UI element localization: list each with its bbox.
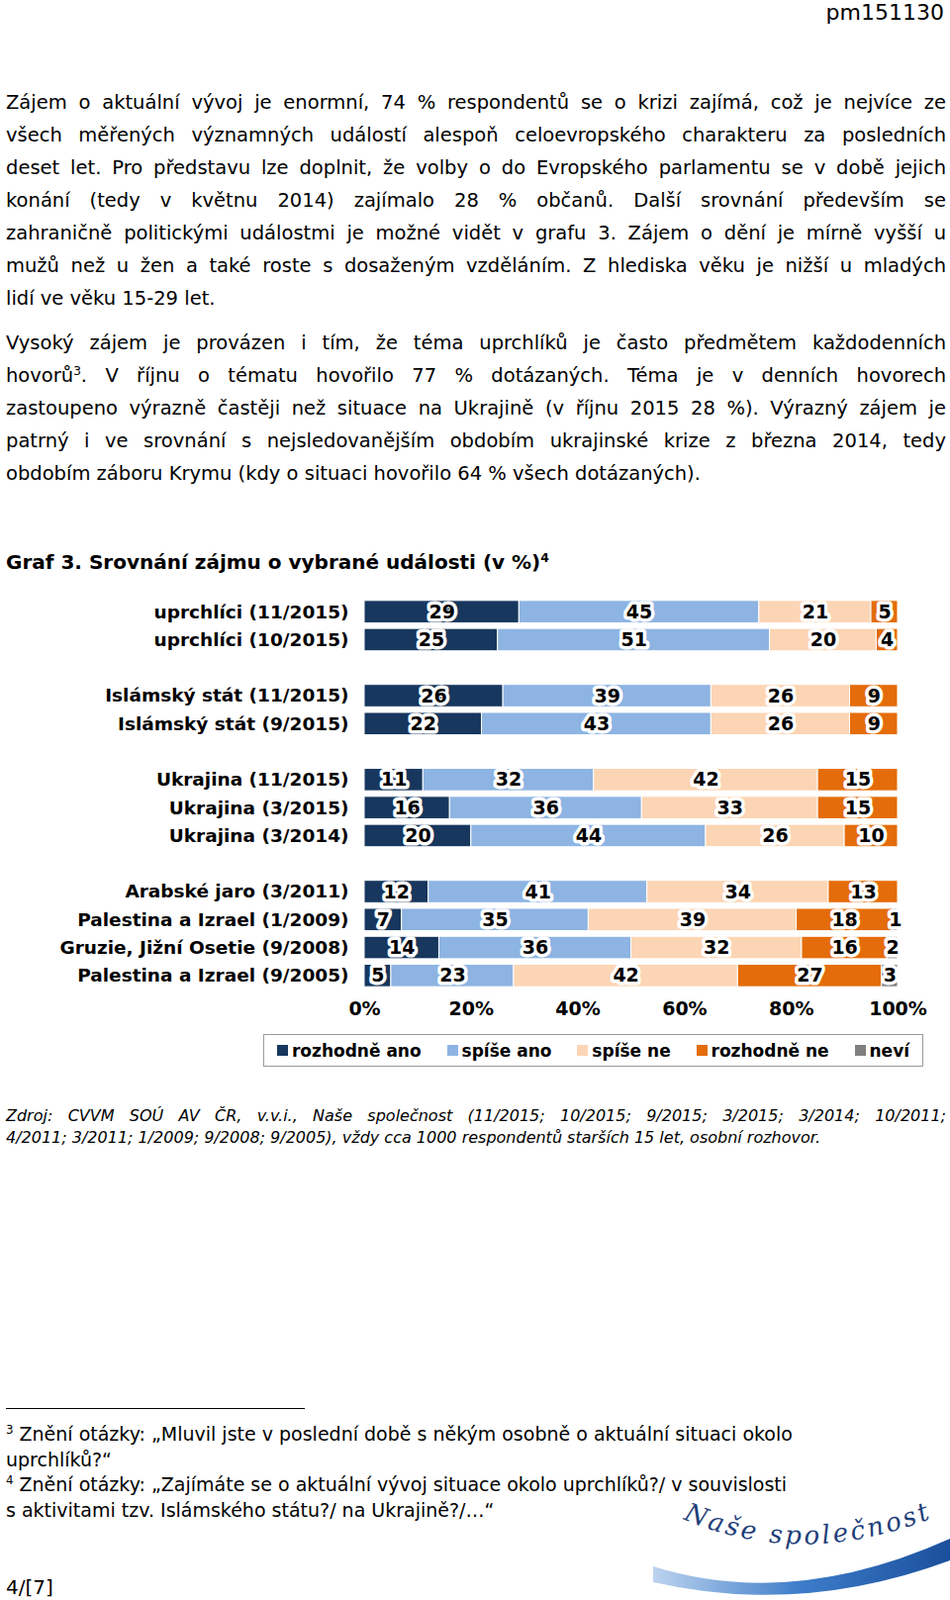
svg-text:32: 32 xyxy=(495,767,522,790)
svg-text:Ukrajina (3/2015): Ukrajina (3/2015) xyxy=(169,797,350,819)
svg-text:26: 26 xyxy=(767,712,794,735)
svg-text:35: 35 xyxy=(481,908,508,931)
html-text:4 Znění otázky: „Zajímáte se o: 4 Znění otázky: „Zajímáte se o aktuální … xyxy=(5,1473,787,1496)
svg-text:42: 42 xyxy=(612,963,639,986)
html-text:Graf 3. Srovnání zájmu o vybra: Graf 3. Srovnání zájmu o vybrané událost… xyxy=(5,549,550,574)
html-text:deset let. Pro představu lze d: deset let. Pro představu lze doplnit, že… xyxy=(5,156,947,180)
svg-text:39: 39 xyxy=(679,908,706,931)
svg-text:44: 44 xyxy=(575,824,602,847)
svg-text:43: 43 xyxy=(583,712,610,735)
svg-text:26: 26 xyxy=(420,684,447,707)
svg-text:12: 12 xyxy=(383,880,410,903)
svg-text:Islámský stát (11/2015): Islámský stát (11/2015) xyxy=(104,684,349,706)
svg-text:9: 9 xyxy=(867,684,881,707)
svg-text:14: 14 xyxy=(388,936,415,958)
html-text:s aktivitami tzv. Islámského s: s aktivitami tzv. Islámského státu?/ na … xyxy=(5,1498,495,1521)
html-text:zastoupeno výrazně častěji než: zastoupeno výrazně častěji než situace n… xyxy=(5,396,947,420)
svg-text:32: 32 xyxy=(703,936,730,958)
svg-text:11: 11 xyxy=(380,767,407,790)
svg-text:60%: 60% xyxy=(662,997,707,1020)
svg-text:Palestina a Izrael (1/2009): Palestina a Izrael (1/2009) xyxy=(77,909,349,931)
html-text:4/[7]: 4/[7] xyxy=(5,1575,54,1600)
svg-text:7: 7 xyxy=(377,908,390,931)
svg-text:15: 15 xyxy=(845,796,871,819)
svg-text:Naše společnost: Naše společnost xyxy=(679,1499,937,1551)
html-text:Zájem o aktuální vývoj je enor: Zájem o aktuální vývoj je enormní, 74 % … xyxy=(5,91,947,114)
svg-text:36: 36 xyxy=(533,796,560,819)
svg-text:40%: 40% xyxy=(555,997,600,1020)
html-text:Zdroj: CVVM SOÚ AV ČR, v.v.i.,: Zdroj: CVVM SOÚ AV ČR, v.v.i., Naše spol… xyxy=(5,1106,947,1126)
svg-text:uprchlíci (11/2015): uprchlíci (11/2015) xyxy=(153,601,349,623)
svg-text:22: 22 xyxy=(410,712,437,735)
svg-text:34: 34 xyxy=(725,880,752,903)
svg-text:23: 23 xyxy=(439,963,466,986)
svg-text:25: 25 xyxy=(418,628,445,651)
html-text:pm151130: pm151130 xyxy=(825,0,945,25)
svg-text:45: 45 xyxy=(626,600,653,623)
svg-text:42: 42 xyxy=(692,767,719,790)
html-text:konání (tedy v květnu 2014) za: konání (tedy v květnu 2014) zajímalo 28 … xyxy=(5,189,947,212)
svg-text:1: 1 xyxy=(888,908,902,931)
html-text:mužů než u žen a také roste s: mužů než u žen a také roste s dosaženým … xyxy=(5,254,947,278)
svg-text:18: 18 xyxy=(831,908,857,931)
svg-text:5: 5 xyxy=(877,600,891,623)
html-text:rozhodně ano: rozhodně ano xyxy=(291,1040,422,1061)
html-text:lidí ve věku 15-29 let.: lidí ve věku 15-29 let. xyxy=(5,286,216,310)
svg-text:0%: 0% xyxy=(348,997,380,1020)
svg-text:Ukrajina (3/2014): Ukrajina (3/2014) xyxy=(169,825,350,847)
svg-text:16: 16 xyxy=(831,936,857,958)
svg-text:3: 3 xyxy=(883,963,897,986)
svg-text:26: 26 xyxy=(761,824,788,847)
svg-text:2: 2 xyxy=(885,936,899,958)
svg-text:80%: 80% xyxy=(768,997,814,1020)
svg-text:33: 33 xyxy=(716,796,743,819)
svg-text:13: 13 xyxy=(850,880,876,903)
svg-text:Ukrajina (11/2015): Ukrajina (11/2015) xyxy=(156,768,350,790)
svg-text:4: 4 xyxy=(880,628,894,651)
svg-text:29: 29 xyxy=(428,600,455,623)
svg-text:9: 9 xyxy=(867,712,881,735)
svg-text:21: 21 xyxy=(802,600,829,623)
svg-text:26: 26 xyxy=(767,684,794,707)
svg-text:10: 10 xyxy=(857,824,884,847)
svg-text:27: 27 xyxy=(796,963,823,986)
svg-text:51: 51 xyxy=(620,628,647,651)
svg-text:Islámský stát (9/2015): Islámský stát (9/2015) xyxy=(117,713,349,735)
svg-text:Gruzie, Jižní Osetie (9/2008): Gruzie, Jižní Osetie (9/2008) xyxy=(59,937,349,958)
html-text:3 Znění otázky: „Mluvil jste v: 3 Znění otázky: „Mluvil jste v poslední … xyxy=(5,1422,793,1445)
html-text:všech měřených významných udál: všech měřených významných událostí alesp… xyxy=(5,123,947,147)
svg-text:100%: 100% xyxy=(868,997,928,1020)
svg-text:20: 20 xyxy=(404,824,431,847)
html-text:uprchlíků?“: uprchlíků?“ xyxy=(5,1448,112,1471)
svg-text:uprchlíci (10/2015): uprchlíci (10/2015) xyxy=(153,629,349,651)
html-text:Vysoký zájem je provázen i tím: Vysoký zájem je provázen i tím, že téma … xyxy=(5,331,947,355)
html-text:spíše ne: spíše ne xyxy=(592,1040,671,1061)
svg-text:Palestina a Izrael (9/2005): Palestina a Izrael (9/2005) xyxy=(77,964,349,986)
html-text:4/2011; 3/2011; 1/2009; 9/2008: 4/2011; 3/2011; 1/2009; 9/2008; 9/2005),… xyxy=(5,1128,821,1147)
html-text:patrný i ve srovnání s nejsled: patrný i ve srovnání s nejsledovanějším … xyxy=(5,429,947,453)
svg-text:36: 36 xyxy=(522,936,549,958)
html-text:neví: neví xyxy=(869,1040,910,1061)
svg-text:16: 16 xyxy=(393,796,420,819)
svg-text:20%: 20% xyxy=(449,997,494,1020)
svg-text:41: 41 xyxy=(524,880,551,903)
svg-text:20: 20 xyxy=(810,628,837,651)
html-text:spíše ano: spíše ano xyxy=(461,1040,552,1061)
svg-text:5: 5 xyxy=(371,963,384,986)
html-text:rozhodně ne: rozhodně ne xyxy=(711,1040,829,1061)
svg-text:15: 15 xyxy=(845,767,871,790)
html-text:hovorů3. V říjnu o tématu hovo: hovorů3. V říjnu o tématu hovořilo 77 % … xyxy=(5,363,947,387)
svg-text:39: 39 xyxy=(594,684,621,707)
svg-text:Arabské jaro (3/2011): Arabské jaro (3/2011) xyxy=(124,880,349,902)
html-text:obdobím záboru Krymu (kdy o si: obdobím záboru Krymu (kdy o situaci hovo… xyxy=(5,462,701,485)
html-text:zahraničně politickými událost: zahraničně politickými událostmi je možn… xyxy=(5,221,947,245)
